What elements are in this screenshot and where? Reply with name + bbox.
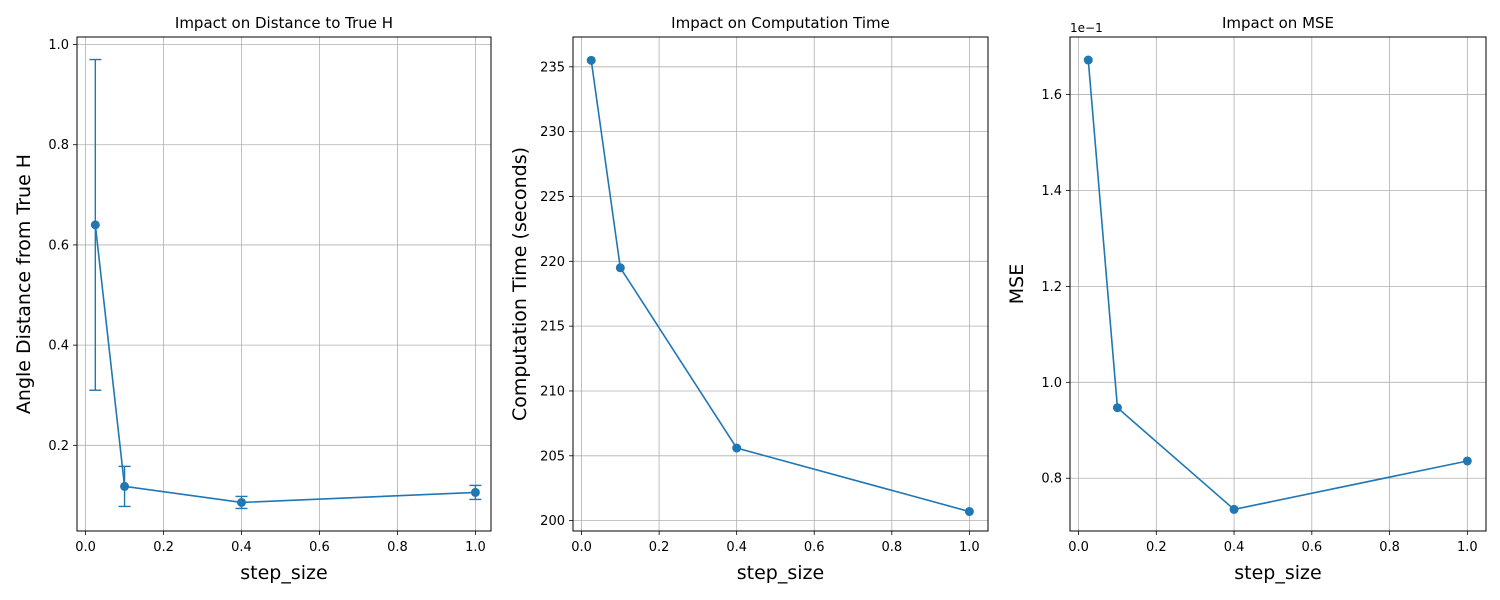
x-tick-label: 0.4 bbox=[726, 540, 747, 555]
y-tick-label: 235 bbox=[540, 60, 565, 75]
y-tick-label: 0.6 bbox=[48, 238, 69, 253]
y-tick-label: 0.2 bbox=[48, 439, 69, 454]
y-axis-label: Angle Distance from True H bbox=[13, 154, 35, 414]
y-tick-label: 210 bbox=[540, 384, 565, 399]
data-point bbox=[615, 263, 625, 273]
plot-area-frame bbox=[572, 36, 989, 532]
chart-panel-3: 0.0 0.2 0.4 0.6 0.8 1.0 0.8 1.0 1.2 1.4 1.6 Impact … bbox=[1006, 14, 1487, 584]
x-tick-label: 0.6 bbox=[309, 540, 330, 555]
x-tick-label: 1.0 bbox=[465, 540, 486, 555]
x-tick-label: 0.8 bbox=[1379, 540, 1400, 555]
y-tick-label: 0.8 bbox=[48, 138, 69, 153]
y-tick-label: 225 bbox=[540, 190, 565, 205]
y-tick-label: 0.8 bbox=[1041, 472, 1062, 487]
series-line bbox=[94, 224, 476, 504]
x-tick-label: 0.0 bbox=[75, 540, 96, 555]
data-point bbox=[1462, 456, 1472, 466]
x-tick-label: 0.0 bbox=[1068, 540, 1089, 555]
x-tick-label: 0.6 bbox=[1301, 540, 1322, 555]
y-tick-label: 200 bbox=[540, 514, 565, 529]
x-tick-label: 0.8 bbox=[387, 540, 408, 555]
x-axis-label: step_size bbox=[240, 562, 327, 584]
x-tick-label: 0.4 bbox=[231, 540, 252, 555]
y-tick-label: 1.0 bbox=[1041, 376, 1062, 391]
data-point bbox=[732, 443, 742, 453]
x-axis-label: step_size bbox=[737, 562, 824, 584]
axis-offset-label: 1e−1 bbox=[1070, 21, 1103, 35]
data-point bbox=[964, 507, 974, 517]
series-line bbox=[1087, 59, 1468, 511]
y-tick-label: 1.0 bbox=[48, 38, 69, 53]
plot-area-frame bbox=[1069, 36, 1487, 532]
x-tick-label: 0.0 bbox=[571, 540, 592, 555]
chart-panel-1: 0.0 0.2 0.4 0.6 0.8 1.0 0.2 0.4 0.6 0.8 1.0 Impact … bbox=[13, 14, 492, 584]
data-point bbox=[237, 497, 247, 507]
y-tick-label: 1.4 bbox=[1041, 184, 1062, 199]
data-point bbox=[90, 220, 100, 230]
x-tick-label: 0.4 bbox=[1224, 540, 1245, 555]
x-tick-label: 1.0 bbox=[959, 540, 980, 555]
y-tick-label: 230 bbox=[540, 125, 565, 140]
x-tick-label: 0.6 bbox=[804, 540, 825, 555]
y-tick-label: 1.2 bbox=[1041, 280, 1062, 295]
data-point bbox=[470, 487, 480, 497]
x-tick-label: 0.2 bbox=[649, 540, 670, 555]
chart-title: Impact on MSE bbox=[1222, 14, 1334, 32]
y-tick-label: 0.4 bbox=[48, 339, 69, 354]
series-line bbox=[590, 60, 970, 513]
data-point bbox=[1083, 55, 1093, 65]
data-point bbox=[120, 481, 130, 491]
y-axis-label: MSE bbox=[1006, 264, 1028, 304]
chart-title: Impact on Computation Time bbox=[671, 14, 890, 32]
data-point bbox=[1112, 403, 1122, 413]
x-axis-label: step_size bbox=[1234, 562, 1321, 584]
x-tick-label: 0.8 bbox=[881, 540, 902, 555]
y-axis-label: Computation Time (seconds) bbox=[509, 147, 531, 421]
y-tick-label: 220 bbox=[540, 255, 565, 270]
chart-panel-2: 0.0 0.2 0.4 0.6 0.8 1.0 200 205 210 215 220 225 230 2… bbox=[509, 14, 989, 584]
plot-area-frame bbox=[76, 36, 492, 532]
y-tick-label: 205 bbox=[540, 449, 565, 464]
data-point bbox=[1229, 504, 1239, 514]
x-tick-label: 1.0 bbox=[1457, 540, 1478, 555]
x-tick-label: 0.2 bbox=[1146, 540, 1167, 555]
x-tick-label: 0.2 bbox=[153, 540, 174, 555]
data-point bbox=[586, 55, 596, 65]
y-tick-label: 215 bbox=[540, 320, 565, 335]
chart-title: Impact on Distance to True H bbox=[175, 14, 393, 32]
y-tick-label: 1.6 bbox=[1041, 88, 1062, 103]
